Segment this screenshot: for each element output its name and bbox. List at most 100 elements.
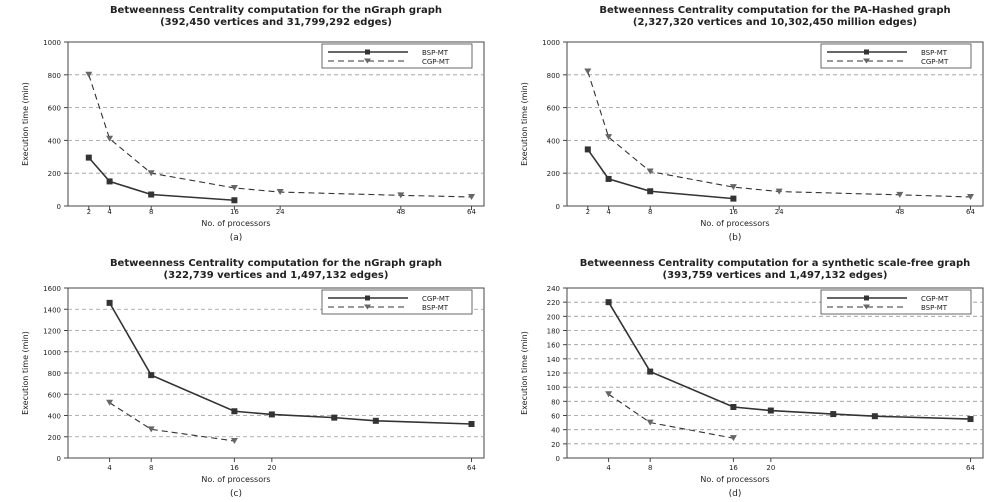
data-point	[268, 411, 275, 418]
y-tick-label: 400	[547, 137, 560, 145]
data-point	[276, 189, 284, 196]
data-point	[647, 188, 654, 195]
data-point	[605, 299, 612, 306]
x-tick-label: 2	[87, 208, 91, 216]
y-tick-label: 180	[547, 328, 560, 336]
legend-label: CGP-MT	[422, 295, 450, 303]
plot-frame	[566, 41, 984, 207]
y-tick-label: 100	[547, 384, 560, 392]
y-tick-label: 600	[547, 105, 560, 113]
legend-marker	[863, 304, 870, 310]
y-tick-label: 1600	[43, 285, 61, 293]
legend-label: BSP-MT	[422, 304, 449, 312]
legend-label: BSP-MT	[921, 304, 948, 312]
data-point	[605, 391, 613, 398]
x-tick-label: 16	[729, 464, 738, 472]
data-point	[147, 426, 155, 433]
x-tick-label: 16	[230, 208, 239, 216]
x-tick-label: 16	[230, 464, 239, 472]
data-point	[967, 416, 974, 423]
x-tick-label: 4	[606, 208, 611, 216]
plot-frame	[67, 41, 485, 207]
x-tick-label: 64	[467, 208, 476, 216]
data-point	[106, 178, 113, 185]
x-axis-label: No. of processors	[201, 475, 270, 484]
data-point	[647, 368, 654, 375]
chart-panel-1: Betweenness Centrality computation for t…	[21, 5, 485, 243]
data-point	[85, 71, 93, 78]
y-tick-label: 800	[48, 370, 61, 378]
x-axis-label: No. of processors	[201, 219, 270, 228]
y-tick-label: 200	[48, 170, 61, 178]
legend-marker	[863, 58, 870, 64]
y-tick-label: 1200	[43, 328, 61, 336]
y-axis-label: Execution time (min)	[21, 82, 30, 166]
y-tick-label: 1400	[43, 306, 61, 314]
data-point	[106, 399, 114, 406]
legend-box	[321, 289, 473, 315]
data-point	[148, 372, 155, 379]
y-tick-label: 200	[48, 434, 61, 442]
y-tick-label: 200	[547, 170, 560, 178]
panel-caption: (d)	[729, 489, 742, 499]
legend-marker	[864, 49, 869, 55]
x-tick-label: 64	[966, 208, 975, 216]
x-tick-label: 8	[149, 208, 153, 216]
x-tick-label: 2	[586, 208, 590, 216]
legend-marker	[364, 58, 371, 64]
x-axis-label: No. of processors	[700, 219, 769, 228]
y-tick-label: 400	[48, 413, 61, 421]
x-tick-label: 48	[895, 208, 904, 216]
x-tick-label: 4	[107, 464, 112, 472]
y-tick-label: 1000	[542, 39, 560, 47]
x-tick-label: 4	[606, 464, 611, 472]
y-tick-label: 240	[547, 285, 560, 293]
data-point	[605, 134, 613, 141]
chart-title: Betweenness Centrality computation for t…	[599, 5, 950, 16]
legend-label: BSP-MT	[422, 49, 449, 57]
y-tick-label: 200	[547, 313, 560, 321]
x-tick-label: 64	[966, 464, 975, 472]
legend-label: CGP-MT	[921, 58, 949, 66]
x-tick-label: 4	[107, 208, 112, 216]
legend-marker	[864, 295, 869, 301]
y-tick-label: 600	[48, 391, 61, 399]
data-point	[230, 184, 238, 191]
x-tick-label: 8	[648, 208, 652, 216]
chart-panel-2: Betweenness Centrality computation for t…	[520, 5, 984, 243]
y-tick-label: 400	[48, 137, 61, 145]
x-tick-label: 48	[396, 208, 405, 216]
series-line-2	[109, 402, 235, 442]
y-tick-label: 40	[551, 427, 560, 435]
chart-subtitle: (393,759 vertices and 1,497,132 edges)	[663, 270, 888, 281]
data-point	[646, 168, 654, 175]
y-tick-label: 20	[551, 441, 560, 449]
series-line-1	[88, 157, 235, 202]
data-point	[372, 417, 379, 424]
data-point	[231, 197, 238, 204]
y-axis-label: Execution time (min)	[520, 82, 529, 166]
chart-panel-4: Betweenness Centrality computation for a…	[520, 258, 984, 499]
legend-box	[820, 43, 972, 69]
x-tick-label: 20	[766, 464, 775, 472]
chart-panel-3: Betweenness Centrality computation for t…	[21, 258, 485, 499]
data-point	[896, 191, 904, 198]
y-tick-label: 120	[547, 370, 560, 378]
legend-label: CGP-MT	[921, 295, 949, 303]
x-tick-label: 8	[648, 464, 652, 472]
panel-caption: (c)	[230, 489, 242, 499]
y-tick-label: 160	[547, 342, 560, 350]
x-tick-label: 24	[276, 208, 285, 216]
legend-label: CGP-MT	[422, 58, 450, 66]
y-tick-label: 800	[547, 72, 560, 80]
data-point	[147, 170, 155, 177]
y-tick-label: 600	[48, 105, 61, 113]
y-tick-label: 0	[57, 455, 61, 463]
data-point	[397, 192, 405, 199]
legend-box	[321, 43, 473, 69]
x-tick-label: 8	[149, 464, 153, 472]
chart-subtitle: (392,450 vertices and 31,799,292 edges)	[160, 17, 392, 28]
y-axis-label: Execution time (min)	[520, 331, 529, 415]
panel-caption: (a)	[230, 233, 243, 243]
